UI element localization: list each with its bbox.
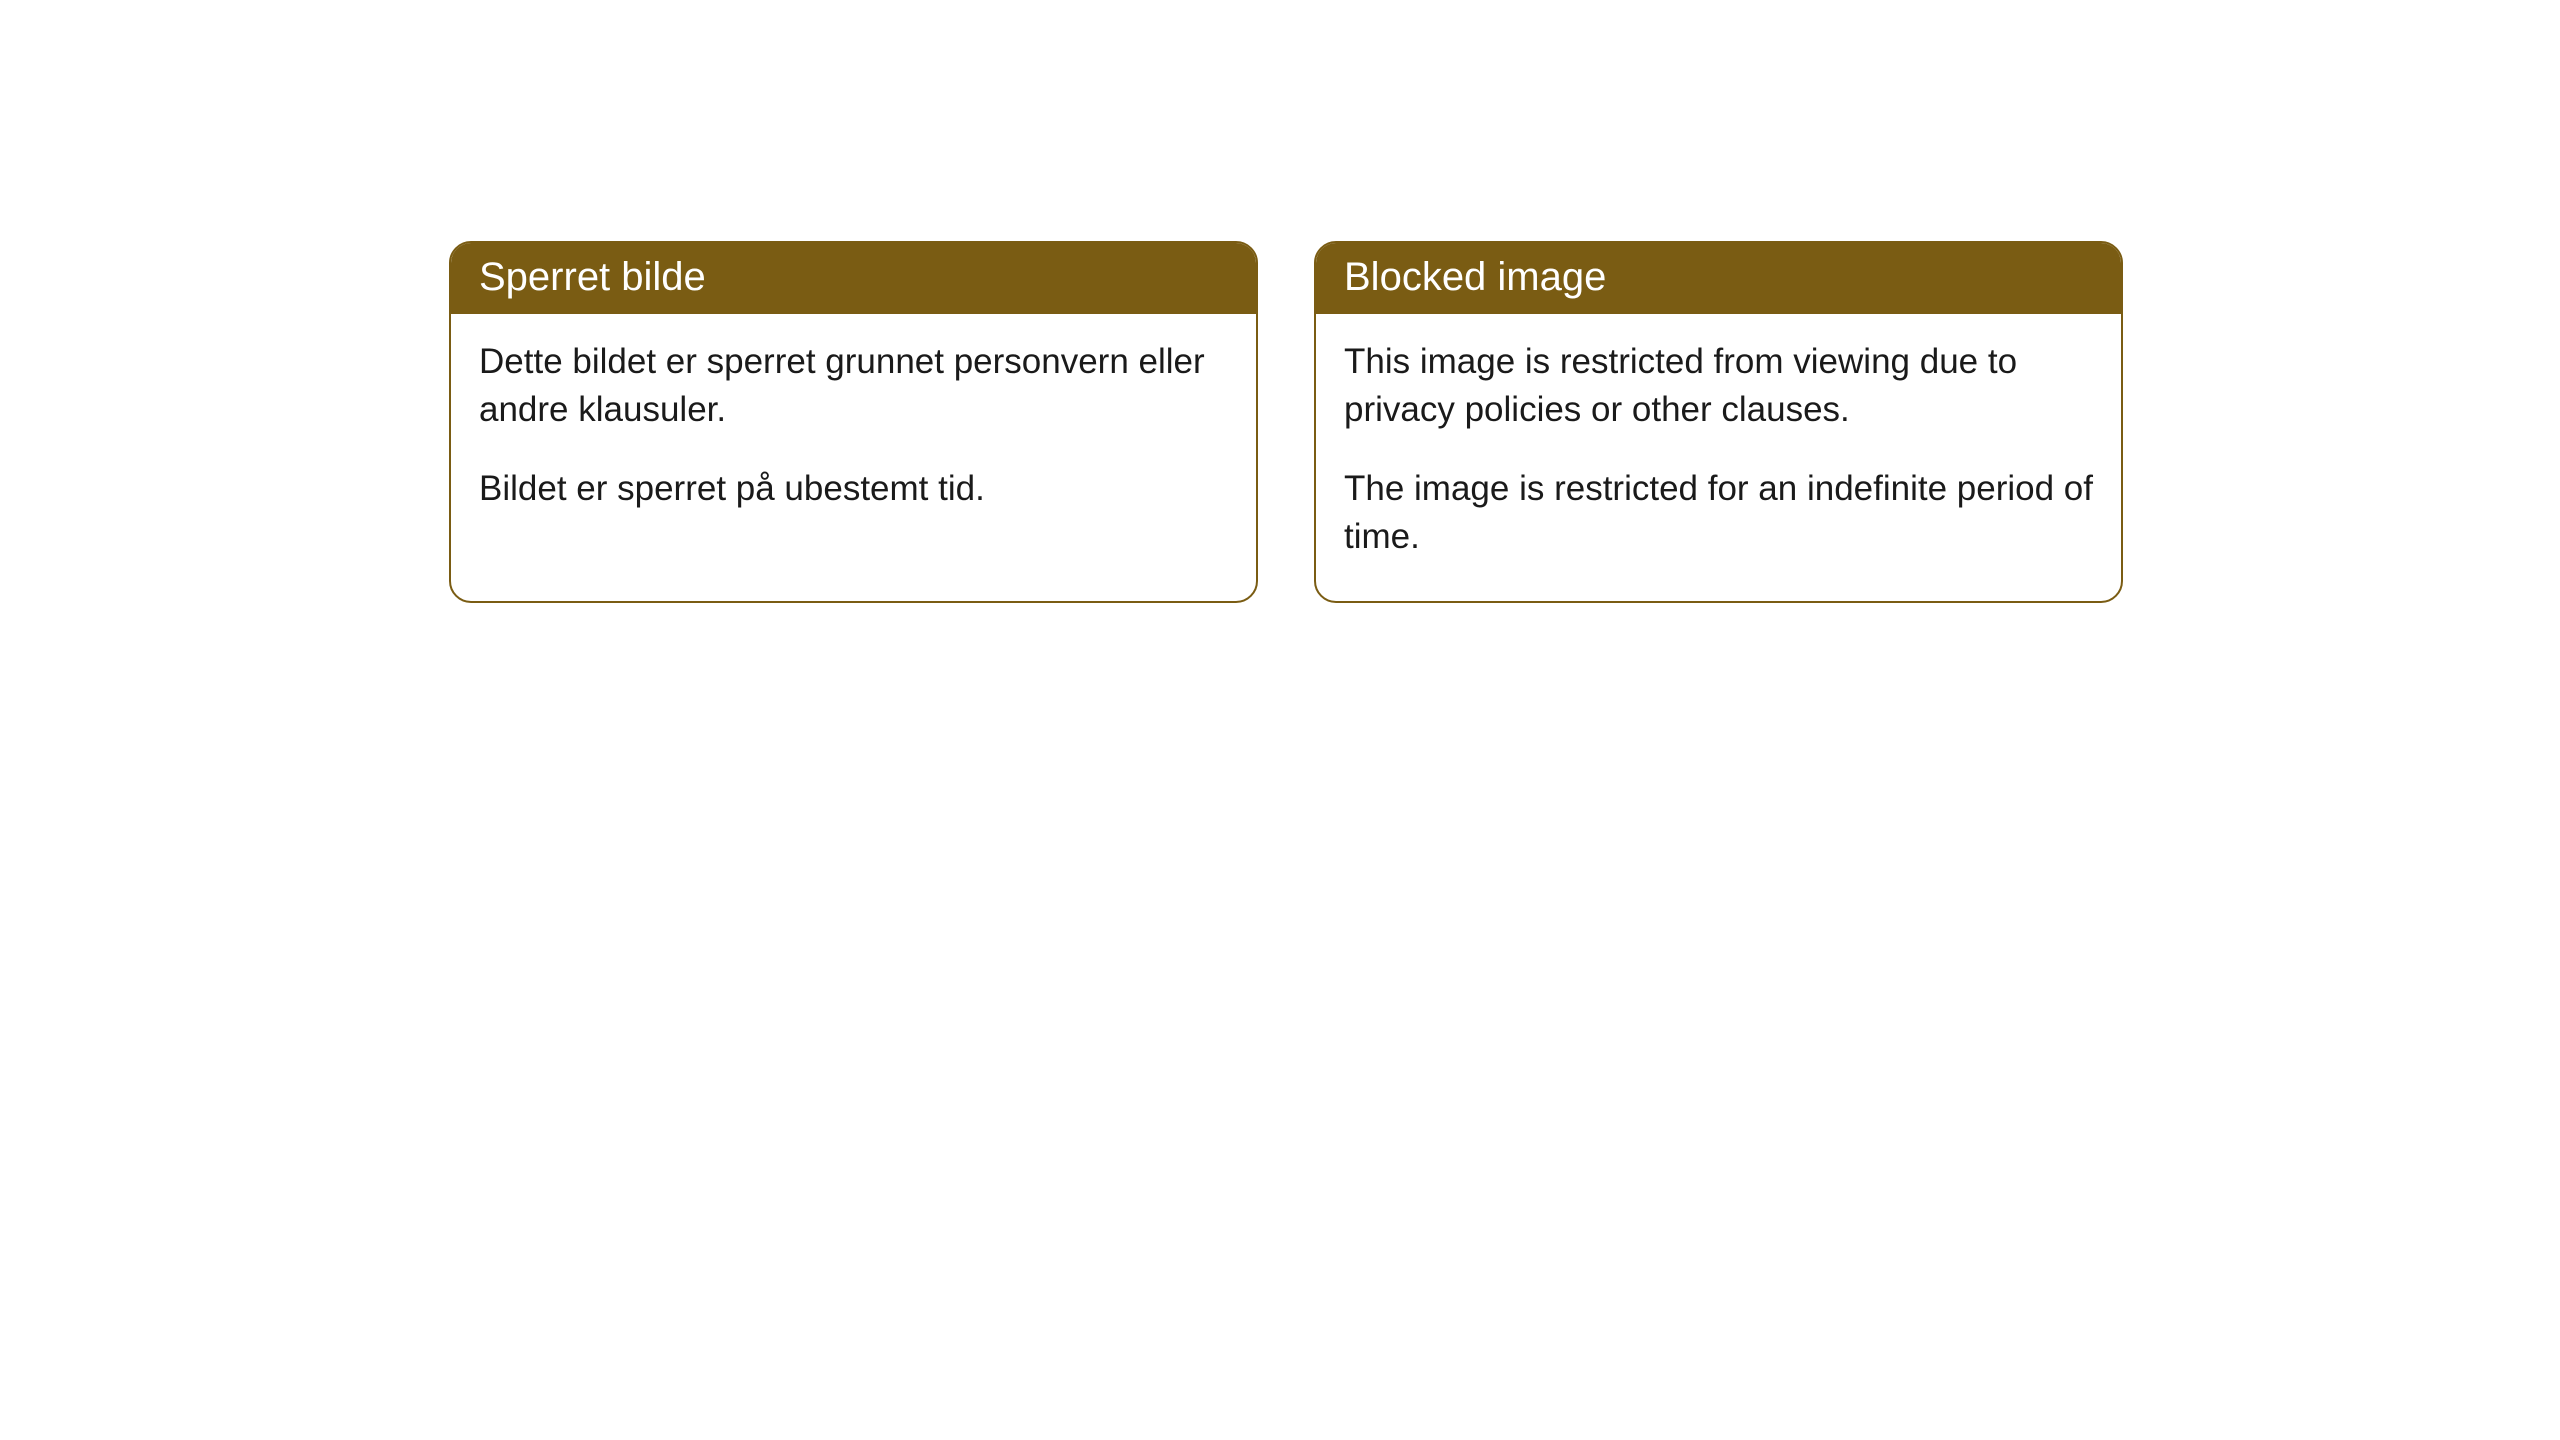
blocked-image-card-norwegian: Sperret bilde Dette bildet er sperret gr… — [449, 241, 1258, 603]
card-paragraph-2: The image is restricted for an indefinit… — [1344, 465, 2093, 562]
card-paragraph-2: Bildet er sperret på ubestemt tid. — [479, 465, 1228, 513]
card-header: Blocked image — [1316, 243, 2121, 314]
card-paragraph-1: Dette bildet er sperret grunnet personve… — [479, 338, 1228, 435]
card-body: Dette bildet er sperret grunnet personve… — [451, 314, 1256, 553]
cards-container: Sperret bilde Dette bildet er sperret gr… — [0, 0, 2560, 603]
card-paragraph-1: This image is restricted from viewing du… — [1344, 338, 2093, 435]
card-header: Sperret bilde — [451, 243, 1256, 314]
card-title: Blocked image — [1344, 255, 1606, 299]
card-body: This image is restricted from viewing du… — [1316, 314, 2121, 601]
card-title: Sperret bilde — [479, 255, 706, 299]
blocked-image-card-english: Blocked image This image is restricted f… — [1314, 241, 2123, 603]
